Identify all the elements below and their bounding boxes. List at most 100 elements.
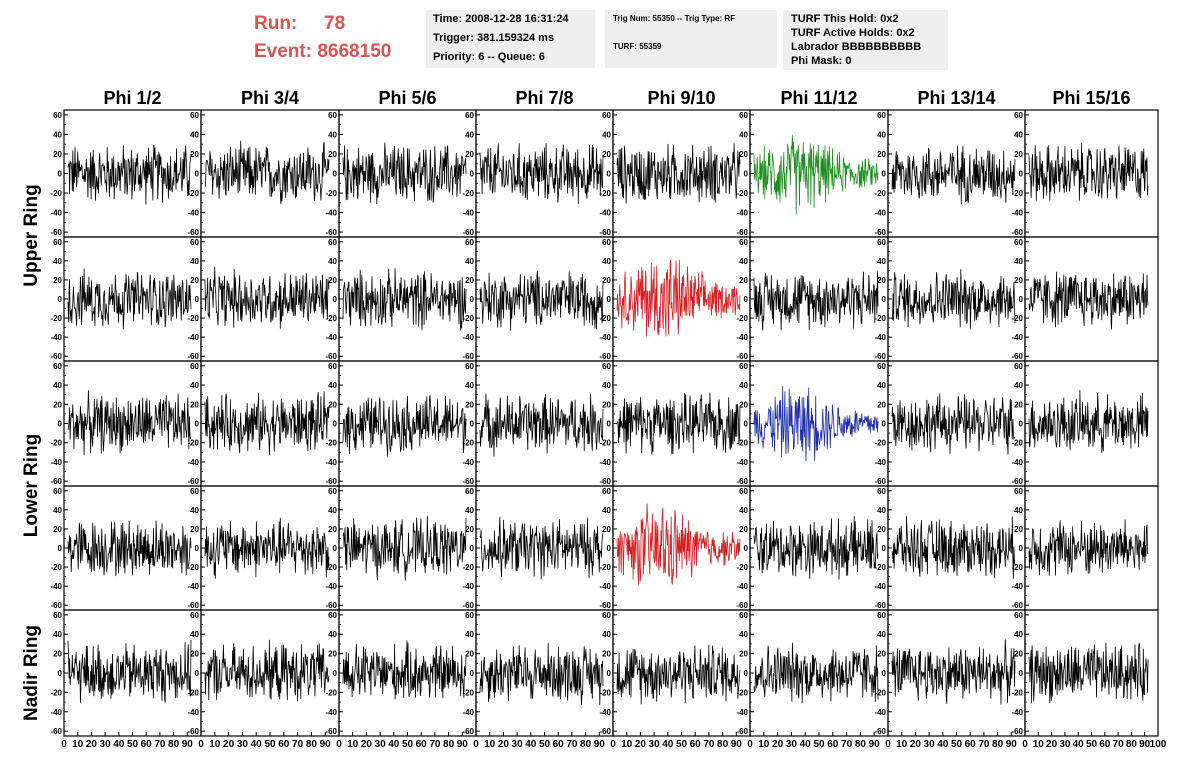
- y-tick-label: -40: [736, 333, 748, 342]
- y-tick-label: -40: [50, 458, 62, 467]
- y-tick-label: 60: [53, 611, 62, 620]
- y-tick-label: -40: [736, 209, 748, 218]
- y-tick-label: -60: [874, 727, 886, 736]
- x-tick-label: 30: [237, 739, 249, 750]
- y-tick-label: -60: [599, 228, 611, 237]
- y-tick-label: 0: [607, 544, 612, 553]
- x-tick-label: 0: [336, 739, 342, 750]
- y-tick-label: 0: [333, 669, 338, 678]
- y-tick-label: 60: [465, 111, 474, 120]
- y-tick-label: 0: [1019, 295, 1024, 304]
- x-tick-label: 10: [1033, 739, 1045, 750]
- waveform-trace: [1028, 519, 1149, 576]
- y-tick-label: 60: [53, 362, 62, 371]
- waveform-trace: [479, 393, 604, 457]
- x-tick-label: 40: [251, 739, 263, 750]
- y-tick-label: 0: [58, 669, 63, 678]
- y-tick-label: 40: [1014, 506, 1023, 515]
- y-tick-label: -60: [462, 477, 474, 486]
- column-heading: Phi 15/16: [1052, 88, 1130, 108]
- time-info-box: Time: 2008-12-28 16:31:24 Trigger: 381.1…: [426, 10, 595, 68]
- y-tick-label: -20: [599, 439, 611, 448]
- y-tick-label: -20: [599, 688, 611, 697]
- y-tick-label: 20: [53, 400, 62, 409]
- event-value: 8668150: [317, 41, 392, 62]
- y-tick-label: -40: [462, 708, 474, 717]
- y-tick-label: -60: [187, 352, 199, 361]
- y-tick-label: 60: [465, 611, 474, 620]
- y-tick-label: 20: [602, 525, 611, 534]
- phi-mask-line: Phi Mask: 0: [791, 55, 852, 67]
- x-tick-label: 80: [306, 739, 318, 750]
- y-tick-label: 20: [1014, 150, 1023, 159]
- y-tick-label: 0: [744, 669, 749, 678]
- waveform-trace: [753, 515, 879, 580]
- x-tick-label: 80: [992, 739, 1004, 750]
- ring-label: Lower Ring: [21, 434, 42, 537]
- run-event-block: Run: 78 Event: 8668150: [254, 10, 391, 66]
- y-tick-label: 0: [333, 544, 338, 553]
- y-tick-label: 40: [465, 130, 474, 139]
- y-tick-label: 20: [53, 525, 62, 534]
- y-tick-label: -40: [874, 458, 886, 467]
- x-tick-label: 50: [951, 739, 963, 750]
- x-tick-label: 30: [924, 739, 936, 750]
- waveform-trace: [67, 520, 192, 577]
- y-tick-label: 20: [877, 276, 886, 285]
- x-tick-label: 10: [484, 739, 496, 750]
- y-tick-label: -20: [1011, 314, 1023, 323]
- y-tick-label: 40: [53, 506, 62, 515]
- x-tick-label: 70: [841, 739, 853, 750]
- y-tick-label: -60: [325, 228, 337, 237]
- y-tick-label: -40: [736, 582, 748, 591]
- y-tick-label: -20: [50, 189, 62, 198]
- y-tick-label: 40: [190, 630, 199, 639]
- y-tick-label: 0: [195, 170, 200, 179]
- waveform-trace: [1028, 390, 1149, 453]
- y-tick-label: 60: [1014, 487, 1023, 496]
- y-tick-label: 40: [190, 381, 199, 390]
- x-tick-label: 50: [539, 739, 551, 750]
- x-tick-label: 20: [361, 739, 373, 750]
- y-tick-label: 0: [607, 170, 612, 179]
- y-tick-label: -60: [325, 352, 337, 361]
- y-tick-label: 40: [877, 257, 886, 266]
- x-tick-label: 70: [1113, 739, 1125, 750]
- event-row: Event: 8668150: [254, 38, 391, 66]
- ring-label: Upper Ring: [21, 184, 42, 286]
- y-tick-label: 0: [607, 295, 612, 304]
- y-tick-label: 20: [1014, 276, 1023, 285]
- y-tick-label: -40: [874, 582, 886, 591]
- x-tick-label: 40: [525, 739, 537, 750]
- waveform-trace: [67, 639, 192, 703]
- y-tick-label: -20: [50, 688, 62, 697]
- y-tick-label: 20: [190, 276, 199, 285]
- waveform-trace: [479, 143, 604, 205]
- y-tick-label: 0: [744, 170, 749, 179]
- y-tick-label: -20: [736, 189, 748, 198]
- y-tick-label: 60: [53, 111, 62, 120]
- y-tick-label: 40: [328, 381, 337, 390]
- x-tick-label: 10: [896, 739, 908, 750]
- y-tick-label: 40: [1014, 381, 1023, 390]
- y-tick-label: 60: [328, 487, 337, 496]
- y-tick-label: -20: [50, 439, 62, 448]
- x-tick-label: 90: [869, 739, 881, 750]
- y-tick-label: 40: [190, 257, 199, 266]
- x-tick-label: 10: [621, 739, 633, 750]
- y-tick-label: -40: [736, 458, 748, 467]
- y-tick-label: -20: [325, 563, 337, 572]
- y-tick-label: 40: [53, 257, 62, 266]
- priority-line: Priority: 6 -- Queue: 6: [433, 51, 545, 63]
- y-tick-label: -20: [187, 439, 199, 448]
- x-tick-label: 60: [965, 739, 977, 750]
- y-tick-label: 20: [739, 400, 748, 409]
- x-tick-label: 40: [388, 739, 400, 750]
- y-tick-label: 0: [470, 170, 475, 179]
- y-tick-label: -60: [187, 477, 199, 486]
- y-tick-label: 0: [333, 295, 338, 304]
- y-tick-label: 40: [602, 506, 611, 515]
- y-tick-label: -20: [599, 189, 611, 198]
- y-tick-label: 60: [190, 487, 199, 496]
- y-tick-label: -60: [462, 352, 474, 361]
